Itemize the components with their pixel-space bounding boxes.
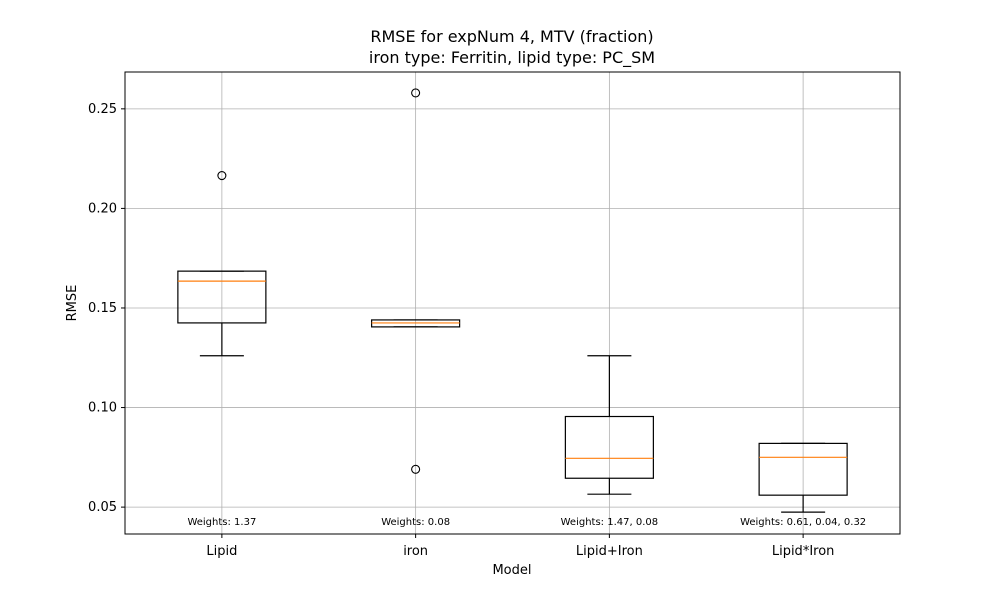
weights-annotation: Weights: 0.08 (381, 517, 450, 528)
y-tick-label: 0.05 (88, 500, 117, 515)
outlier-point (411, 88, 421, 98)
weights-annotation: Weights: 1.37 (187, 517, 256, 528)
y-tick-label: 0.10 (88, 401, 117, 416)
y-axis-label: RMSE (65, 285, 80, 322)
iqr-box (564, 415, 654, 479)
box-group-Lipid: Weights: 1.37 (177, 171, 267, 528)
x-tick-label: Lipid+Iron (576, 544, 643, 559)
x-axis-label: Model (492, 563, 531, 578)
x-tick-label: iron (403, 544, 428, 559)
chart-title-line1: RMSE for expNum 4, MTV (fraction) (370, 27, 653, 46)
y-tick-label: 0.25 (88, 102, 117, 117)
chart-title-line2: iron type: Ferritin, lipid type: PC_SM (369, 48, 655, 68)
x-tick-label: Lipid (206, 544, 237, 559)
outlier-point (411, 464, 421, 474)
outlier-point (217, 171, 227, 181)
box-group-Lipid*Iron: Weights: 0.61, 0.04, 0.32 (740, 442, 866, 528)
plot-frame (124, 71, 901, 535)
grid-layer (125, 72, 900, 534)
iqr-box (177, 270, 267, 324)
weights-annotation: Weights: 1.47, 0.08 (561, 517, 659, 528)
y-tick-label: 0.15 (88, 301, 117, 316)
y-tick-label: 0.20 (88, 201, 117, 216)
x-tick-label: Lipid*Iron (772, 544, 835, 559)
box-group-Lipid+Iron: Weights: 1.47, 0.08 (561, 355, 659, 528)
tick-layer: 0.05 0.10 0.15 0.20 0.25 Lipid iron Lipid+Iron L… (88, 102, 834, 559)
box-group-iron: Weights: 0.08 (371, 88, 461, 528)
iqr-box (758, 442, 848, 496)
weights-annotation: Weights: 0.61, 0.04, 0.32 (740, 517, 866, 528)
box-layer: Weights: 1.37 Weights: 0.08 Weights: 1.47,… (177, 88, 866, 528)
